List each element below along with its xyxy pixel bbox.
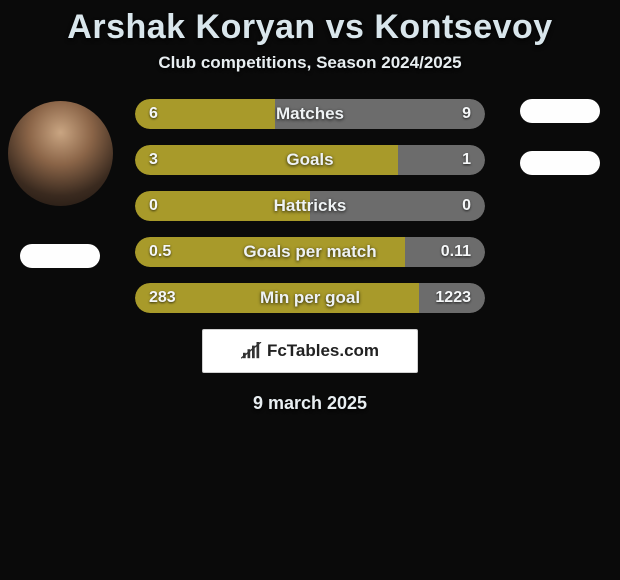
stat-label: Goals per match [135,237,485,267]
stat-row: 2831223Min per goal [135,283,485,313]
stat-label: Matches [135,99,485,129]
stat-row: 31Goals [135,145,485,175]
attribution-text: FcTables.com [267,341,379,361]
stat-bars: 69Matches 31Goals 00Hattricks 0.50.11Goals … [135,99,485,313]
subtitle: Club competitions, Season 2024/2025 [0,53,620,73]
player-right-flag-1 [520,99,600,123]
stat-label: Min per goal [135,283,485,313]
chart-icon [241,342,263,360]
attribution-badge: FcTables.com [202,329,418,373]
stat-row: 69Matches [135,99,485,129]
player-left-flag [20,244,100,268]
date-label: 9 march 2025 [0,393,620,414]
stat-row: 0.50.11Goals per match [135,237,485,267]
comparison-card: Arshak Koryan vs Kontsevoy Club competit… [0,0,620,414]
stat-row: 00Hattricks [135,191,485,221]
stat-label: Hattricks [135,191,485,221]
player-left-avatar [8,101,113,206]
chart-area: 69Matches 31Goals 00Hattricks 0.50.11Goals … [0,99,620,414]
stat-label: Goals [135,145,485,175]
page-title: Arshak Koryan vs Kontsevoy [0,8,620,47]
player-right-flag-2 [520,151,600,175]
